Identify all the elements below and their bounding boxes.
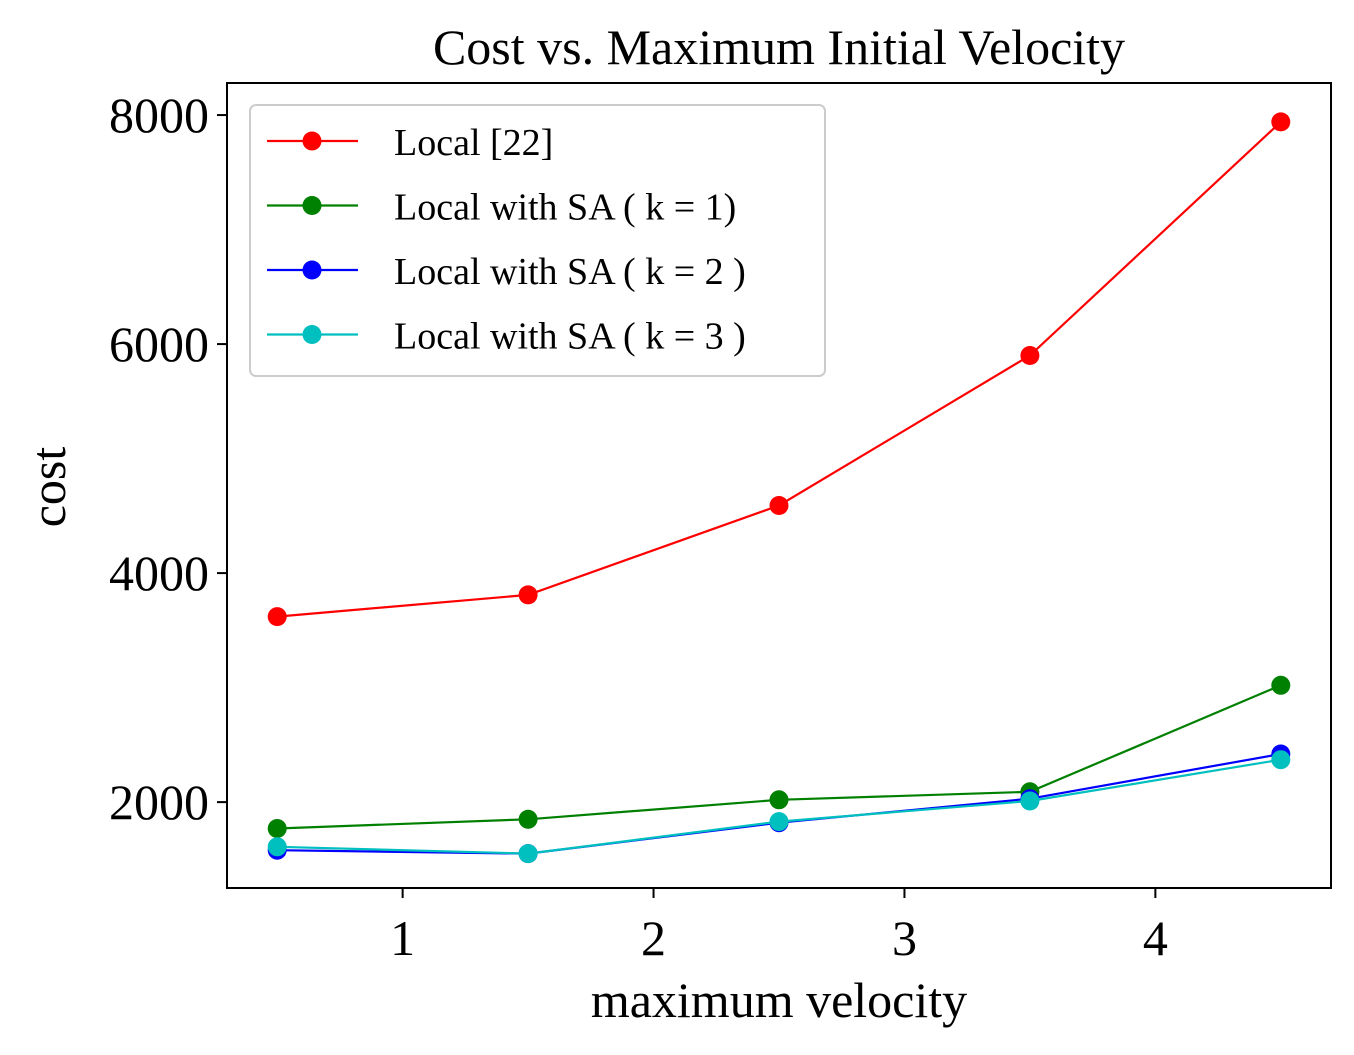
- legend-marker-4: [302, 325, 322, 344]
- data-point-s1-5: [1271, 112, 1291, 132]
- data-point-s1-4: [1020, 346, 1040, 365]
- series-layer: [267, 112, 1291, 864]
- legend-marker-2: [302, 196, 322, 215]
- data-point-s2-2: [518, 809, 538, 829]
- y-tick-label: 6000: [109, 316, 209, 372]
- data-point-s4-2: [518, 844, 538, 864]
- legend-label-4: Local with SA ( k = 3 ): [394, 316, 746, 358]
- legend-label-1: Local [22]: [394, 122, 553, 164]
- legend-label-3: Local with SA ( k = 2 ): [394, 251, 746, 293]
- data-point-s2-3: [769, 790, 789, 810]
- x-axis-ticks: 1 2 3 4: [390, 888, 1168, 966]
- data-point-s4-3: [769, 812, 789, 832]
- data-point-s1-3: [769, 496, 789, 515]
- x-tick-label: 2: [641, 910, 666, 966]
- x-tick-label: 4: [1143, 910, 1168, 966]
- x-tick-label: 3: [892, 910, 917, 966]
- data-point-s2-5: [1271, 675, 1291, 695]
- legend-frame: [249, 104, 826, 377]
- data-point-s1-1: [267, 607, 287, 627]
- data-point-s4-1: [267, 837, 287, 857]
- data-point-s1-2: [518, 585, 538, 605]
- legend-marker-1: [302, 131, 322, 151]
- legend: Local [22] Local with SA ( k = 1) Local wi…: [249, 104, 826, 377]
- y-axis-ticks: 2000 4000 6000 8000: [109, 87, 227, 830]
- legend-marker-3: [302, 260, 322, 280]
- data-point-s2-1: [267, 819, 287, 838]
- plot-area-frame: [226, 82, 1332, 889]
- data-point-s4-5: [1271, 750, 1291, 770]
- chart-title: Cost vs. Maximum Initial Velocity: [433, 19, 1125, 75]
- legend-label-2: Local with SA ( k = 1): [394, 187, 736, 229]
- y-tick-label: 4000: [109, 545, 209, 601]
- data-point-s4-4: [1020, 791, 1040, 811]
- y-axis-label: cost: [20, 447, 76, 528]
- y-tick-label: 8000: [109, 87, 209, 143]
- x-tick-label: 1: [390, 910, 415, 966]
- x-axis-label: maximum velocity: [591, 972, 967, 1028]
- y-tick-label: 2000: [109, 774, 209, 830]
